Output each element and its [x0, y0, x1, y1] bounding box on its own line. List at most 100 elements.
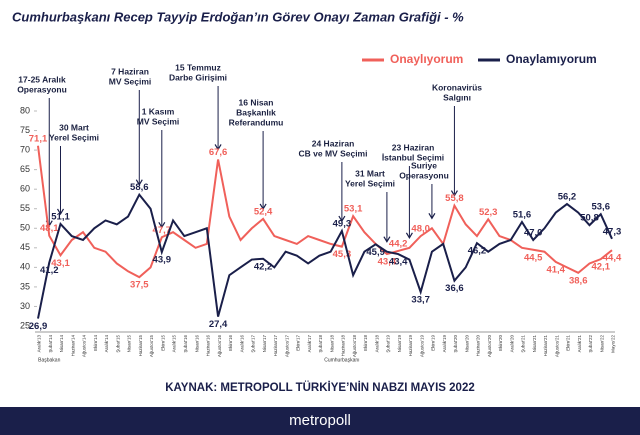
x-tick-label: Aralık'14: [104, 335, 109, 353]
x-tick-label: Şubat'16: [183, 335, 188, 353]
x-tick-label: Ekim'19: [431, 335, 436, 351]
x-tick-label: Ağustos'14: [82, 335, 87, 358]
period-label: Cumhurbaşkanı: [324, 357, 359, 363]
arrow-head: [338, 215, 346, 223]
x-tick-label: Şubat'20: [453, 335, 458, 353]
value-label: 48,1: [40, 223, 59, 234]
arrow-head: [450, 190, 458, 197]
x-tick-label: Mayıs'22: [611, 335, 616, 353]
x-tick-label: Haziran'21: [543, 335, 548, 357]
value-label: 52,4: [254, 206, 273, 217]
y-tick-label: 25: [20, 320, 30, 330]
x-tick-label: Ekim'17: [296, 335, 301, 351]
x-tick-label: Ekim'20: [498, 335, 503, 351]
series-line: [37, 192, 613, 319]
value-label: 38,6: [569, 275, 588, 286]
arrow-head: [428, 212, 436, 220]
value-label: 58,6: [130, 182, 149, 193]
x-tick-label: Haziran'15: [138, 335, 143, 357]
x-tick-label: Aralık'21: [577, 335, 582, 353]
annotation: 30 Mart: [59, 122, 89, 132]
x-tick-label: Şubat'18: [318, 335, 323, 353]
value-label: 50,8: [580, 213, 599, 224]
x-tick-label: Nisan'20: [464, 335, 469, 353]
arrow-head: [405, 232, 413, 239]
value-label: 37,5: [130, 280, 149, 291]
value-label: 41,2: [40, 265, 59, 276]
x-tick-label: Nisan'22: [599, 335, 604, 353]
x-tick-label: Ağustos'20: [487, 335, 492, 358]
y-tick-label: 35: [20, 281, 30, 291]
annotation: MV Seçimi: [109, 76, 152, 86]
x-tick-label: Ağustos'15: [149, 335, 154, 358]
annotation: 31 Mart: [355, 168, 385, 178]
y-tick-label: 65: [20, 164, 30, 174]
value-label: 26,9: [29, 321, 48, 332]
x-tick-label: Aralık'19: [442, 335, 447, 353]
x-tick-label: Şubat'14: [48, 335, 53, 353]
x-tick-label: Şubat'19: [386, 335, 391, 353]
annotation: 15 Temmuz: [175, 62, 221, 72]
y-tick-label: 80: [20, 105, 30, 115]
value-label: 44,2: [389, 238, 408, 249]
value-label: 51,1: [51, 211, 70, 222]
x-tick-label: Şubat'17: [251, 335, 256, 353]
x-tick-label: Ağustos'18: [352, 335, 357, 358]
y-tick-label: 55: [20, 203, 30, 213]
x-tick-label: Aralık'13: [37, 335, 42, 353]
value-label: 53,6: [591, 202, 610, 213]
x-tick-label: Ekim'21: [566, 335, 571, 351]
value-label: 45,9: [366, 247, 385, 258]
chart-title: Cumhurbaşkanı Recep Tayyip Erdoğan’ın Gö…: [12, 9, 464, 24]
value-label: 67,6: [209, 147, 228, 158]
x-tick-label: Aralık'20: [509, 335, 514, 353]
annotation: Operasyonu: [399, 170, 449, 180]
x-tick-label: Nisan'19: [397, 335, 402, 353]
value-label: 43,4: [378, 257, 397, 268]
period-label: Başbakan: [38, 357, 60, 363]
arrow-head: [383, 236, 391, 243]
y-tick-label: 70: [20, 144, 30, 154]
arrow-head: [56, 208, 65, 216]
x-tick-label: Haziran'17: [273, 335, 278, 357]
y-tick-label: 60: [20, 184, 30, 194]
x-tick-label: Nisan'21: [532, 335, 537, 353]
value-label: 47,7: [153, 225, 172, 236]
x-tick-label: Haziran'20: [476, 335, 481, 357]
x-tick-label: Haziran'14: [70, 335, 75, 357]
arrow-head: [135, 179, 143, 186]
legend-label: Onaylamıyorum: [506, 52, 597, 66]
value-label: 51,6: [513, 210, 532, 221]
x-tick-label: Ekim'14: [93, 335, 98, 351]
annotation: Darbe Girişimi: [169, 72, 227, 82]
value-label: 47,0: [524, 228, 543, 239]
x-tick-label: Nisan'14: [59, 335, 64, 353]
x-tick-label: Haziran'16: [206, 335, 211, 357]
annotation: Koronavirüs: [432, 82, 482, 92]
annotation: İstanbul Seçimi: [382, 152, 444, 162]
x-tick-label: Ekim'15: [160, 335, 165, 351]
x-tick-label: Aralık'18: [374, 335, 379, 353]
x-tick-label: Şubat'15: [115, 335, 120, 353]
x-tick-label: Ağustos'21: [554, 335, 559, 358]
x-tick-label: Aralık'17: [307, 335, 312, 353]
annotation: 16 Nisan: [239, 97, 274, 107]
legend-label: Onaylıyorum: [390, 52, 463, 66]
value-label: 33,7: [411, 295, 430, 306]
value-label: 42,2: [254, 261, 273, 272]
annotation: Başkanlık: [236, 107, 276, 117]
value-label: 55,8: [445, 193, 464, 204]
value-label: 56,2: [558, 192, 577, 203]
x-tick-label: Ekim'16: [228, 335, 233, 351]
arrow-head: [259, 203, 267, 211]
value-label: 41,4: [546, 264, 565, 275]
arrow-head: [214, 144, 222, 151]
x-tick-label: Şubat'22: [588, 335, 593, 353]
annotation: MV Seçimi: [137, 116, 180, 126]
x-tick-label: Ağustos'16: [217, 335, 222, 358]
annotation: Salgını: [443, 92, 471, 102]
value-label: 46,2: [468, 246, 487, 257]
annotation: 24 Haziran: [312, 138, 355, 148]
x-tick-label: Ekim'18: [363, 335, 368, 351]
